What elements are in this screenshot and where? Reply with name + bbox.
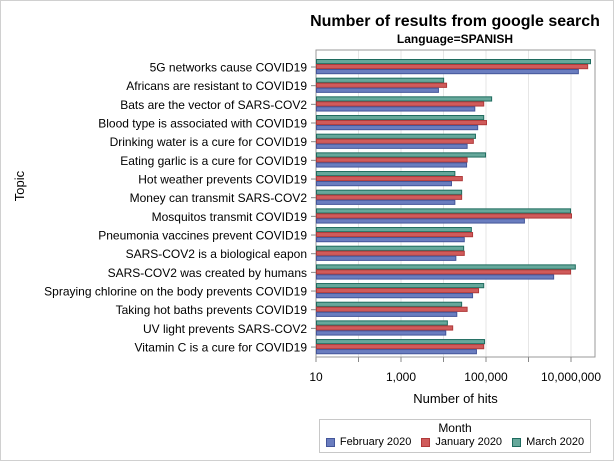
x-tick-label: 1,000: [386, 370, 416, 384]
bar-january-2020: [316, 288, 480, 294]
x-axis-label: Number of hits: [413, 391, 498, 406]
legend-label: January 2020: [435, 436, 503, 448]
bar-february-2020: [316, 274, 555, 280]
bar-january-2020: [316, 250, 465, 256]
bar-march-2020: [316, 208, 572, 214]
bar-march-2020: [316, 245, 465, 251]
bar-january-2020: [316, 344, 485, 350]
bar-february-2020: [316, 87, 439, 93]
legend-swatch: [421, 437, 431, 447]
bar-march-2020: [316, 301, 463, 307]
bar-february-2020: [316, 293, 474, 299]
bar-february-2020: [316, 69, 579, 75]
y-tick-label: SARS-COV2 was created by humans: [108, 266, 307, 280]
chart-subtitle: Language=SPANISH: [397, 32, 513, 46]
y-tick-label: Hot weather prevents COVID19: [138, 173, 307, 187]
bar-march-2020: [316, 96, 493, 102]
bar-march-2020: [316, 320, 448, 326]
legend-item: March 2020: [512, 436, 584, 448]
legend-title: Month: [438, 421, 472, 435]
bar-march-2020: [316, 189, 463, 195]
bar-february-2020: [316, 181, 452, 187]
bar-february-2020: [316, 106, 476, 112]
bar-march-2020: [316, 133, 476, 139]
bar-january-2020: [316, 82, 448, 88]
bar-march-2020: [316, 171, 456, 177]
bar-january-2020: [316, 157, 468, 163]
bar-january-2020: [316, 269, 572, 275]
legend-item: January 2020: [421, 436, 502, 448]
legend-item: February 2020: [325, 436, 412, 448]
y-tick-label: Spraying chlorine on the body prevents C…: [44, 285, 307, 299]
y-tick-label: Africans are resistant to COVID19: [126, 79, 307, 93]
bar-january-2020: [316, 306, 468, 312]
y-tick-label: Blood type is associated with COVID19: [98, 117, 307, 131]
bar-february-2020: [316, 125, 479, 131]
bar-march-2020: [316, 115, 485, 121]
y-tick-label: 5G networks cause COVID19: [150, 61, 308, 75]
bar-january-2020: [316, 120, 487, 126]
y-tick-label: Eating garlic is a cure for COVID19: [120, 154, 307, 168]
bar-january-2020: [316, 213, 572, 219]
legend-swatch: [512, 437, 522, 447]
legend-swatch: [325, 437, 335, 447]
legend-label: February 2020: [339, 436, 412, 448]
bar-january-2020: [316, 138, 474, 144]
bar-march-2020: [316, 264, 576, 270]
bar-march-2020: [316, 339, 486, 345]
bar-february-2020: [316, 199, 456, 205]
bar-january-2020: [316, 101, 485, 107]
bar-january-2020: [316, 64, 589, 70]
legend-items: February 2020 January 2020 March 2020: [320, 436, 590, 448]
y-tick-label: Bats are the vector of SARS-COV2: [120, 98, 307, 112]
bar-january-2020: [316, 232, 474, 238]
y-axis-label: Topic: [12, 170, 27, 201]
bar-march-2020: [316, 152, 487, 158]
bar-march-2020: [316, 77, 445, 83]
y-tick-label: Pneumonia vaccines prevent COVID19: [98, 229, 307, 243]
y-tick-label: UV light prevents SARS-COV2: [143, 322, 307, 336]
bar-march-2020: [316, 59, 592, 65]
bar-january-2020: [316, 325, 454, 331]
bar-february-2020: [316, 237, 465, 243]
chart-title: Number of results from google search: [310, 13, 600, 30]
y-tick-label: Taking hot baths prevents COVID19: [116, 303, 308, 317]
bar-february-2020: [316, 349, 477, 355]
bar-february-2020: [316, 311, 458, 317]
bar-march-2020: [316, 227, 472, 233]
legend: Month February 2020 January 2020 March 202…: [319, 419, 591, 453]
bar-february-2020: [316, 330, 447, 336]
bar-january-2020: [316, 176, 463, 182]
y-tick-label: SARS-COV2 is a biological eapon: [126, 247, 307, 261]
y-tick-label: Money can transmit SARS-COV2: [130, 191, 308, 205]
x-tick-label: 10: [309, 370, 323, 384]
bar-march-2020: [316, 283, 485, 289]
bar-february-2020: [316, 143, 468, 149]
x-tick-label: 100,000: [464, 370, 508, 384]
y-tick-label: Vitamin C is a cure for COVID19: [134, 341, 307, 355]
y-tick-label: Mosquitos transmit COVID19: [152, 210, 308, 224]
bar-february-2020: [316, 255, 457, 261]
bar-february-2020: [316, 218, 525, 224]
y-tick-label: Drinking water is a cure for COVID19: [110, 135, 308, 149]
bar-january-2020: [316, 194, 463, 200]
x-tick-label: 10,000,000: [541, 370, 601, 384]
bar-february-2020: [316, 162, 468, 168]
legend-label: March 2020: [526, 436, 585, 448]
